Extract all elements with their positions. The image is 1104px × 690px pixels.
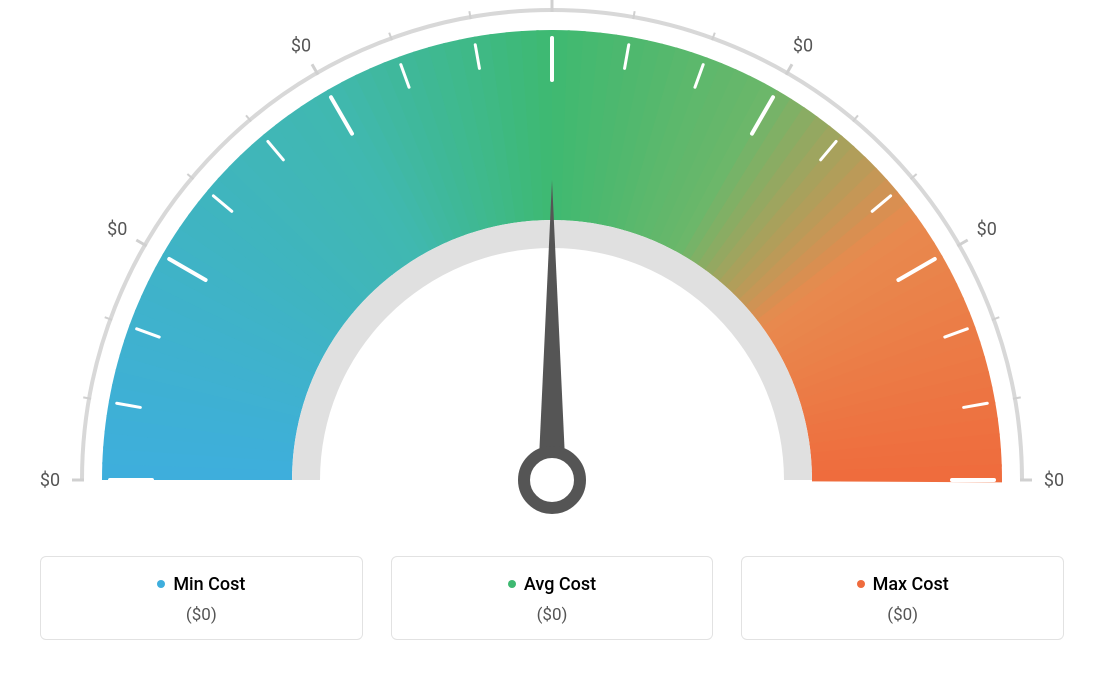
legend-dot-avg	[508, 580, 516, 588]
svg-text:$0: $0	[291, 35, 311, 56]
legend-box-max: Max Cost ($0)	[741, 556, 1064, 640]
legend-label-avg: Avg Cost	[508, 574, 596, 595]
legend-text-avg: Avg Cost	[524, 574, 596, 595]
svg-text:$0: $0	[1044, 470, 1064, 491]
legend-label-min: Min Cost	[157, 574, 245, 595]
legend-value-min: ($0)	[51, 605, 352, 625]
legend-text-min: Min Cost	[173, 574, 245, 595]
legend-dot-max	[857, 580, 865, 588]
svg-text:$0: $0	[793, 35, 813, 56]
gauge-cost-widget: $0$0$0$0$0$0$0 Min Cost ($0) Avg Cost ($…	[0, 0, 1104, 690]
legend-box-avg: Avg Cost ($0)	[391, 556, 714, 640]
svg-text:$0: $0	[40, 470, 60, 491]
gauge-chart: $0$0$0$0$0$0$0	[0, 0, 1104, 550]
svg-text:$0: $0	[977, 219, 997, 240]
legend-text-max: Max Cost	[873, 574, 949, 595]
legend-value-max: ($0)	[752, 605, 1053, 625]
legend-label-max: Max Cost	[857, 574, 949, 595]
legend-box-min: Min Cost ($0)	[40, 556, 363, 640]
legend-dot-min	[157, 580, 165, 588]
svg-text:$0: $0	[107, 219, 127, 240]
gauge-svg: $0$0$0$0$0$0$0	[0, 0, 1104, 550]
legend-row: Min Cost ($0) Avg Cost ($0) Max Cost ($0…	[0, 556, 1104, 640]
legend-value-avg: ($0)	[402, 605, 703, 625]
